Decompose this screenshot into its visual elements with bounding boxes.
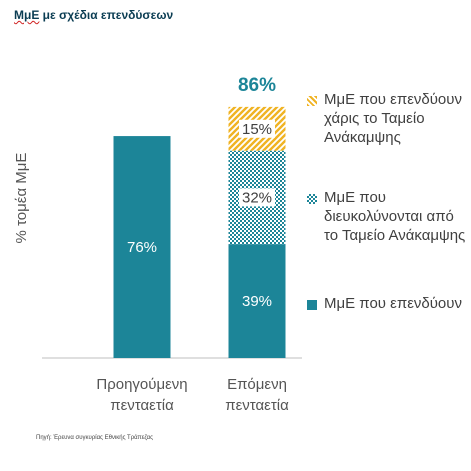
- total-label-1: 86%: [238, 75, 276, 96]
- legend-swatch-hatch: [307, 96, 317, 106]
- chart-title-rest: με σχέδια επενδύσεων: [39, 8, 174, 22]
- legend-label-invest: ΜμΕ που επενδύουν: [324, 295, 462, 312]
- legend-swatch-solid: [307, 300, 317, 310]
- chart-title-lead: ΜμΕ: [14, 8, 40, 22]
- chart-title: ΜμΕ με σχέδια επενδύσεων: [14, 8, 173, 22]
- y-axis-label: % τομέα ΜμΕ: [13, 153, 30, 244]
- data-label-1-2: 15%: [242, 121, 272, 138]
- legend-swatch-checker: [307, 194, 317, 204]
- legend-label-recovery-fund-facilitated: ΜμΕ που διευκολύνονται από το Ταμείο Ανά…: [324, 189, 466, 244]
- category-label-0-line1: Προηγούμενη: [96, 376, 187, 393]
- legend-label-recovery-fund-invest: ΜμΕ που επενδύουν χάρις το Ταμείο Ανάκαμ…: [324, 91, 462, 146]
- bar-segment-1-0: [228, 244, 286, 358]
- data-label-1-0: 39%: [242, 293, 272, 310]
- category-label-0-line2: πενταετία: [110, 397, 174, 414]
- data-label-bg-1-2: [239, 119, 275, 138]
- data-label-0-0: 76%: [127, 239, 157, 256]
- category-label-1-line1: Επόμενη: [227, 376, 287, 393]
- category-label-1-line2: πενταετία: [225, 397, 289, 414]
- bars-group: 76% 39% 32% 15% 86%: [113, 75, 286, 358]
- source-note: Πηγή: Έρευνα συγκυρίας Εθνικής Τράπεζας: [36, 435, 154, 441]
- data-label-1-1: 32%: [242, 189, 272, 206]
- bar-segment-0-0: [113, 136, 171, 358]
- data-label-bg-1-1: [239, 188, 275, 207]
